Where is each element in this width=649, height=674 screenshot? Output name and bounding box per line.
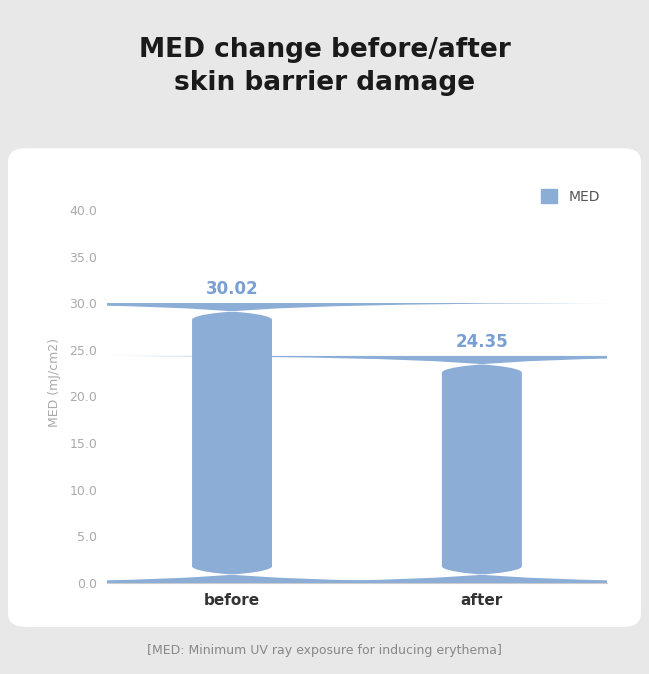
FancyBboxPatch shape [8,148,641,627]
FancyBboxPatch shape [72,356,649,583]
Text: 24.35: 24.35 [456,333,508,351]
Y-axis label: MED (mJ/cm2): MED (mJ/cm2) [48,338,61,427]
Legend: MED: MED [541,189,600,204]
Text: 30.02: 30.02 [206,280,258,299]
FancyBboxPatch shape [0,303,642,583]
Text: [MED: Minimum UV ray exposure for inducing erythema]: [MED: Minimum UV ray exposure for induci… [147,644,502,657]
Text: MED change before/after
skin barrier damage: MED change before/after skin barrier dam… [139,37,510,96]
